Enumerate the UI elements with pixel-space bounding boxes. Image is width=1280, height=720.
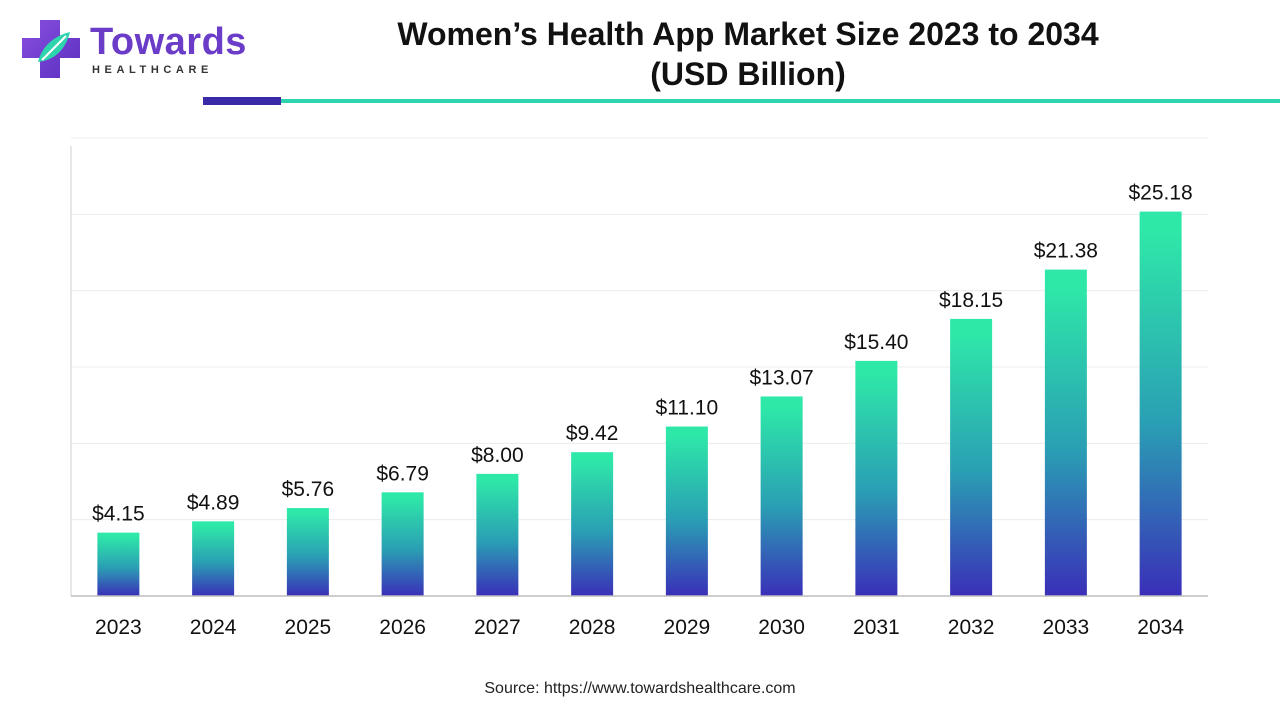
brand-name: Towards bbox=[90, 21, 247, 63]
data-label-2024: $4.89 bbox=[187, 491, 240, 514]
bar-2024 bbox=[192, 521, 235, 596]
data-label-2031: $15.40 bbox=[844, 331, 908, 354]
data-label-2027: $8.00 bbox=[471, 444, 524, 467]
brand-logo: Towards HEALTHCARE bbox=[20, 18, 246, 80]
data-label-2026: $6.79 bbox=[376, 462, 429, 485]
data-label-2033: $21.38 bbox=[1034, 240, 1098, 263]
x-tick-2025: 2025 bbox=[285, 616, 332, 639]
chart-title: Women’s Health App Market Size 2023 to 2… bbox=[300, 14, 1196, 94]
header-rule-dark bbox=[203, 97, 281, 105]
chart-title-line-1: Women’s Health App Market Size 2023 to 2… bbox=[397, 16, 1099, 52]
bar-2023 bbox=[97, 532, 140, 596]
x-tick-2031: 2031 bbox=[853, 616, 900, 639]
data-label-2029: $11.10 bbox=[656, 397, 719, 420]
medical-cross-icon bbox=[22, 20, 80, 78]
bar-2033 bbox=[1044, 269, 1087, 596]
x-tick-2032: 2032 bbox=[948, 616, 995, 639]
x-tick-2024: 2024 bbox=[190, 616, 237, 639]
data-label-2032: $18.15 bbox=[939, 289, 1003, 312]
chart-title-line-2: (USD Billion) bbox=[650, 56, 846, 92]
x-tick-2026: 2026 bbox=[379, 616, 426, 639]
grid-lines bbox=[71, 137, 1208, 521]
x-tick-2029: 2029 bbox=[664, 616, 711, 639]
bar-2032 bbox=[950, 318, 993, 596]
x-tick-2034: 2034 bbox=[1137, 616, 1184, 639]
bar-2030 bbox=[760, 396, 803, 596]
data-label-2023: $4.15 bbox=[92, 503, 145, 526]
x-tick-labels: 2023 2024 2025 2026 2027 2028 2029 2030 2031 2032… bbox=[95, 616, 1184, 639]
x-tick-2027: 2027 bbox=[474, 616, 521, 639]
bar-2029 bbox=[665, 426, 708, 596]
brand-subtitle: HEALTHCARE bbox=[92, 64, 213, 76]
bar-2026 bbox=[381, 492, 424, 596]
source-note: Source: https://www.towardshealthcare.co… bbox=[484, 680, 796, 697]
bar-2027 bbox=[476, 473, 519, 596]
x-tick-2033: 2033 bbox=[1043, 616, 1090, 639]
bar-2025 bbox=[286, 508, 329, 596]
data-label-2030: $13.07 bbox=[750, 366, 814, 389]
data-label-2025: $5.76 bbox=[282, 478, 335, 501]
x-tick-2028: 2028 bbox=[569, 616, 616, 639]
bar-2028 bbox=[571, 452, 614, 596]
x-tick-2023: 2023 bbox=[95, 616, 142, 639]
bar-2034 bbox=[1139, 211, 1182, 596]
x-tick-2030: 2030 bbox=[758, 616, 805, 639]
data-label-2034: $25.18 bbox=[1129, 182, 1193, 205]
bar-series: $4.15 $4.89 $5.76 $6.79 $8.00 $9.42 $11.10 $13.… bbox=[92, 182, 1193, 596]
header-rule-teal bbox=[281, 99, 1280, 103]
bar-2031 bbox=[855, 360, 898, 596]
data-label-2028: $9.42 bbox=[566, 422, 619, 445]
